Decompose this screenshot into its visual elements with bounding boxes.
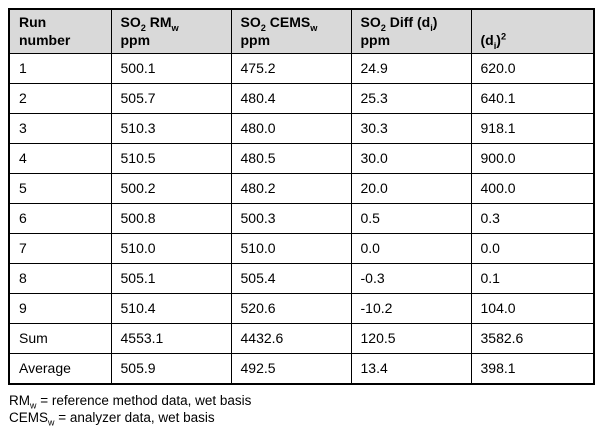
table-row: 2 505.7 480.4 25.3 640.1 (8, 83, 595, 114)
cell-so2-cems: 480.0 (230, 113, 352, 144)
cell-di-squared: 0.3 (470, 203, 595, 234)
table-row: 4 510.5 480.5 30.0 900.0 (8, 143, 595, 174)
cell-di-squared: 104.0 (470, 293, 595, 324)
cell-so2-cems: 480.4 (230, 83, 352, 114)
cell-run-number: 2 (8, 83, 112, 114)
header-so2-diff-ppm: SO2 Diff (di) ppm (350, 8, 472, 54)
cell-so2-rm: 505.9 (110, 353, 232, 385)
cell-so2-rm: 505.1 (110, 263, 232, 294)
cell-run-number: 5 (8, 173, 112, 204)
cell-run-number: 1 (8, 53, 112, 84)
cell-run-number: 4 (8, 143, 112, 174)
cell-so2-diff: 0.0 (350, 233, 472, 264)
table-row: 8 505.1 505.4 -0.3 0.1 (8, 263, 595, 294)
table-row: 7 510.0 510.0 0.0 0.0 (8, 233, 595, 264)
cell-so2-diff: -10.2 (350, 293, 472, 324)
cell-so2-rm: 500.1 (110, 53, 232, 84)
cell-di-squared: 0.1 (470, 263, 595, 294)
cell-run-number: 9 (8, 293, 112, 324)
cell-run-number: 8 (8, 263, 112, 294)
table-row: 6 500.8 500.3 0.5 0.3 (8, 203, 595, 234)
cell-so2-diff: 25.3 (350, 83, 472, 114)
table-row: Sum 4553.1 4432.6 120.5 3582.6 (8, 323, 595, 354)
cell-so2-cems: 480.5 (230, 143, 352, 174)
table-row: 5 500.2 480.2 20.0 400.0 (8, 173, 595, 204)
table-body: 1 500.1 475.2 24.9 620.0 2 505.7 480.4 2… (8, 53, 595, 385)
footnotes: RMw = reference method data, wet basis C… (8, 392, 593, 428)
cell-so2-diff: 24.9 (350, 53, 472, 84)
table-row: 9 510.4 520.6 -10.2 104.0 (8, 293, 595, 324)
cell-so2-cems: 500.3 (230, 203, 352, 234)
cell-di-squared: 3582.6 (470, 323, 595, 354)
cell-so2-rm: 510.5 (110, 143, 232, 174)
cell-di-squared: 620.0 (470, 53, 595, 84)
cell-so2-rm: 500.2 (110, 173, 232, 204)
table-row: 1 500.1 475.2 24.9 620.0 (8, 53, 595, 84)
cell-di-squared: 400.0 (470, 173, 595, 204)
header-so2-rm-ppm: SO2 RMw ppm (110, 8, 232, 54)
cell-run-number: 3 (8, 113, 112, 144)
header-di-squared: (di)2 (470, 8, 595, 54)
cell-so2-cems: 505.4 (230, 263, 352, 294)
cell-so2-diff: 13.4 (350, 353, 472, 385)
table-header-row: Run number SO2 RMw ppm SO2 CEMSw ppm SO2 Di… (8, 8, 595, 54)
cell-so2-rm: 510.0 (110, 233, 232, 264)
cell-so2-rm: 4553.1 (110, 323, 232, 354)
cell-so2-cems: 510.0 (230, 233, 352, 264)
cell-so2-cems: 475.2 (230, 53, 352, 84)
cell-di-squared: 398.1 (470, 353, 595, 385)
cell-so2-diff: 120.5 (350, 323, 472, 354)
cell-so2-diff: 30.0 (350, 143, 472, 174)
cell-so2-diff: 20.0 (350, 173, 472, 204)
cell-di-squared: 900.0 (470, 143, 595, 174)
cell-run-number: Average (8, 353, 112, 385)
cell-di-squared: 640.1 (470, 83, 595, 114)
table-row: 3 510.3 480.0 30.3 918.1 (8, 113, 595, 144)
cell-run-number: 6 (8, 203, 112, 234)
cell-so2-rm: 500.8 (110, 203, 232, 234)
cell-so2-diff: -0.3 (350, 263, 472, 294)
cell-run-number: 7 (8, 233, 112, 264)
header-so2-cems-ppm: SO2 CEMSw ppm (230, 8, 352, 54)
cell-so2-rm: 505.7 (110, 83, 232, 114)
cell-so2-cems: 520.6 (230, 293, 352, 324)
cell-so2-rm: 510.4 (110, 293, 232, 324)
cell-so2-diff: 30.3 (350, 113, 472, 144)
cell-so2-cems: 492.5 (230, 353, 352, 385)
cell-so2-rm: 510.3 (110, 113, 232, 144)
table-row: Average 505.9 492.5 13.4 398.1 (8, 353, 595, 385)
so2-rata-table: Run number SO2 RMw ppm SO2 CEMSw ppm SO2 Di… (8, 8, 595, 385)
cell-so2-cems: 4432.6 (230, 323, 352, 354)
footnote-cems: CEMSw = analyzer data, wet basis (9, 410, 215, 428)
cell-so2-diff: 0.5 (350, 203, 472, 234)
cell-so2-cems: 480.2 (230, 173, 352, 204)
cell-di-squared: 0.0 (470, 233, 595, 264)
cell-run-number: Sum (8, 323, 112, 354)
header-run-number: Run number (8, 8, 112, 54)
cell-di-squared: 918.1 (470, 113, 595, 144)
footnote-rm: RMw = reference method data, wet basis (9, 393, 252, 411)
